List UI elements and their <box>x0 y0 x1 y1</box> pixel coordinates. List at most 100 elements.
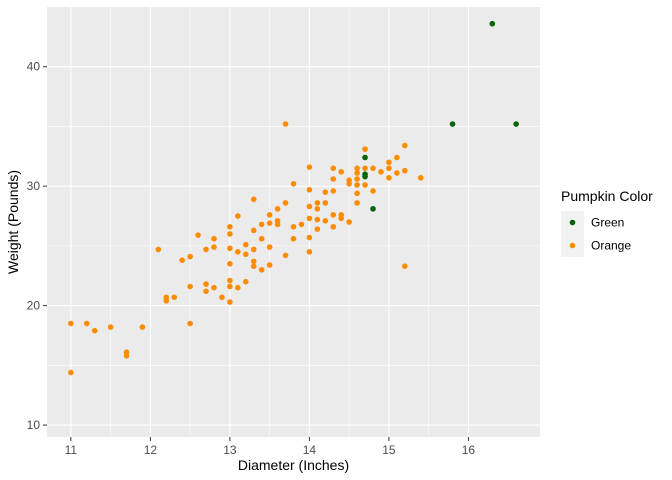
data-point-orange <box>203 246 209 253</box>
data-point-orange <box>266 220 273 226</box>
x-tick-label: 14 <box>303 443 317 457</box>
data-point-orange <box>314 200 321 206</box>
legend-swatch-green <box>569 219 576 226</box>
data-point-orange <box>250 246 257 253</box>
data-point-orange <box>306 164 313 170</box>
data-point-orange <box>417 175 424 181</box>
data-point-orange <box>330 188 337 194</box>
y-tick-label: 40 <box>27 60 41 74</box>
y-tick-label: 10 <box>27 418 41 432</box>
data-point-orange <box>219 294 225 301</box>
data-point-orange <box>203 288 209 295</box>
x-axis: 11 12 13 14 15 16 <box>65 437 476 457</box>
data-point-orange <box>227 231 233 237</box>
data-point-orange <box>370 165 376 172</box>
y-tick-label: 20 <box>27 299 41 313</box>
legend-label-green: Green <box>591 216 624 230</box>
data-point-orange <box>394 170 400 176</box>
data-point-orange <box>227 223 233 230</box>
data-point-orange <box>354 190 360 197</box>
data-point-orange <box>362 146 368 152</box>
data-point-orange <box>235 284 241 291</box>
data-point-orange <box>195 232 201 238</box>
data-point-orange <box>211 284 217 291</box>
data-point-orange <box>346 180 352 187</box>
data-point-orange <box>330 212 337 218</box>
data-point-orange <box>123 352 130 359</box>
data-point-orange <box>354 200 360 206</box>
data-point-orange <box>378 169 384 175</box>
data-point-orange <box>235 213 241 219</box>
x-tick-label: 12 <box>144 443 158 457</box>
data-point-orange <box>258 235 265 242</box>
data-point-orange <box>68 369 74 376</box>
x-tick-label: 13 <box>223 443 237 457</box>
data-point-orange <box>91 327 98 334</box>
data-point-orange <box>354 176 360 182</box>
data-point-orange <box>306 249 313 255</box>
data-point-orange <box>179 257 185 264</box>
data-point-orange <box>322 189 329 195</box>
data-point-orange <box>402 142 408 149</box>
data-point-orange <box>290 180 297 187</box>
data-point-orange <box>346 219 352 225</box>
data-point-orange <box>171 294 178 301</box>
data-point-orange <box>338 215 345 222</box>
data-point-orange <box>282 252 289 259</box>
data-point-orange <box>227 299 233 305</box>
data-point-orange <box>362 182 368 188</box>
plot-panel <box>47 7 540 437</box>
data-point-orange <box>402 167 408 174</box>
data-point-orange <box>258 266 265 273</box>
data-point-orange <box>314 216 321 223</box>
legend-swatch-orange <box>569 242 576 249</box>
data-point-orange <box>370 188 376 194</box>
data-point-orange <box>306 234 313 241</box>
data-point-orange <box>322 200 329 206</box>
data-point-orange <box>211 235 217 242</box>
data-point-orange <box>354 182 360 188</box>
x-tick-label: 15 <box>382 443 396 457</box>
data-point-orange <box>139 324 146 330</box>
data-point-orange <box>227 283 233 290</box>
data-point-orange <box>266 212 273 218</box>
data-point-orange <box>68 320 74 327</box>
data-point-orange <box>155 246 162 253</box>
y-axis: 10 20 30 40 <box>27 60 47 432</box>
data-point-orange <box>290 223 297 230</box>
data-point-green <box>513 121 519 127</box>
data-point-orange <box>203 281 209 287</box>
data-point-orange <box>330 165 337 172</box>
data-point-orange <box>394 154 400 161</box>
data-point-orange <box>282 200 289 206</box>
data-point-orange <box>83 320 90 327</box>
data-point-green <box>449 121 456 127</box>
x-tick-label: 16 <box>462 443 476 457</box>
data-point-orange <box>258 221 265 228</box>
data-point-orange <box>338 169 345 175</box>
legend-label-orange: Orange <box>591 239 631 253</box>
data-point-orange <box>290 235 297 242</box>
data-point-orange <box>362 165 368 172</box>
data-point-orange <box>242 251 249 258</box>
data-point-orange <box>187 253 193 260</box>
data-point-orange <box>107 324 114 330</box>
data-point-orange <box>354 170 360 176</box>
data-point-orange <box>242 241 249 248</box>
data-point-orange <box>211 244 217 250</box>
data-point-orange <box>282 121 289 127</box>
data-point-orange <box>227 277 233 284</box>
data-point-orange <box>354 165 360 172</box>
data-point-orange <box>187 320 193 327</box>
data-point-green <box>370 206 376 212</box>
data-point-orange <box>266 262 273 268</box>
data-point-orange <box>386 159 392 166</box>
data-point-orange <box>227 261 233 267</box>
data-point-orange <box>250 196 257 203</box>
data-point-orange <box>330 223 337 230</box>
data-point-orange <box>306 203 313 210</box>
data-point-orange <box>235 249 241 255</box>
x-tick-label: 11 <box>65 443 78 457</box>
x-axis-title: Diameter (Inches) <box>238 457 349 473</box>
